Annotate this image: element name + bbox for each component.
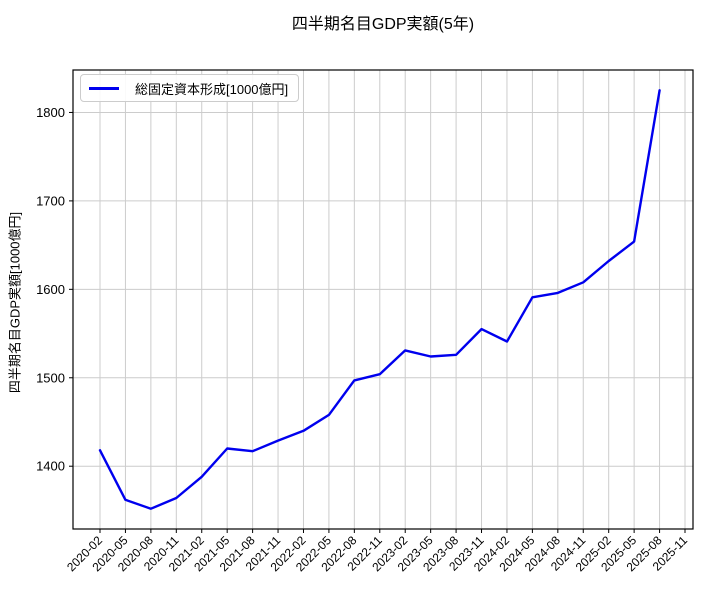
- x-axis: 2020-022020-052020-082020-112021-022021-…: [64, 529, 690, 574]
- y-tick-label: 1600: [36, 282, 65, 297]
- plot-area: [73, 70, 693, 529]
- y-tick-label: 1800: [36, 105, 65, 120]
- gridlines: [73, 70, 693, 529]
- y-tick-label: 1500: [36, 370, 65, 385]
- y-tick-label: 1700: [36, 193, 65, 208]
- series-line: [98, 89, 661, 510]
- axes-box: [72, 69, 694, 530]
- y-axis: 1400 1500 1600 1700 1800: [36, 105, 73, 474]
- legend: 総固定資本形成[1000億円]: [80, 74, 300, 102]
- y-tick-label: 1400: [36, 459, 65, 474]
- legend-series-label: 総固定資本形成[1000億円]: [135, 81, 289, 97]
- chart-title: 四半期名目GDP実額(5年): [291, 16, 475, 33]
- legend-line-swatch: [89, 86, 119, 90]
- y-axis-label: 四半期名目GDP実額[1000億円]: [7, 211, 23, 394]
